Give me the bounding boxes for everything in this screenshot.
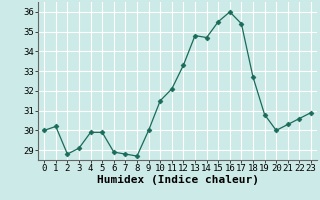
- X-axis label: Humidex (Indice chaleur): Humidex (Indice chaleur): [97, 175, 259, 185]
